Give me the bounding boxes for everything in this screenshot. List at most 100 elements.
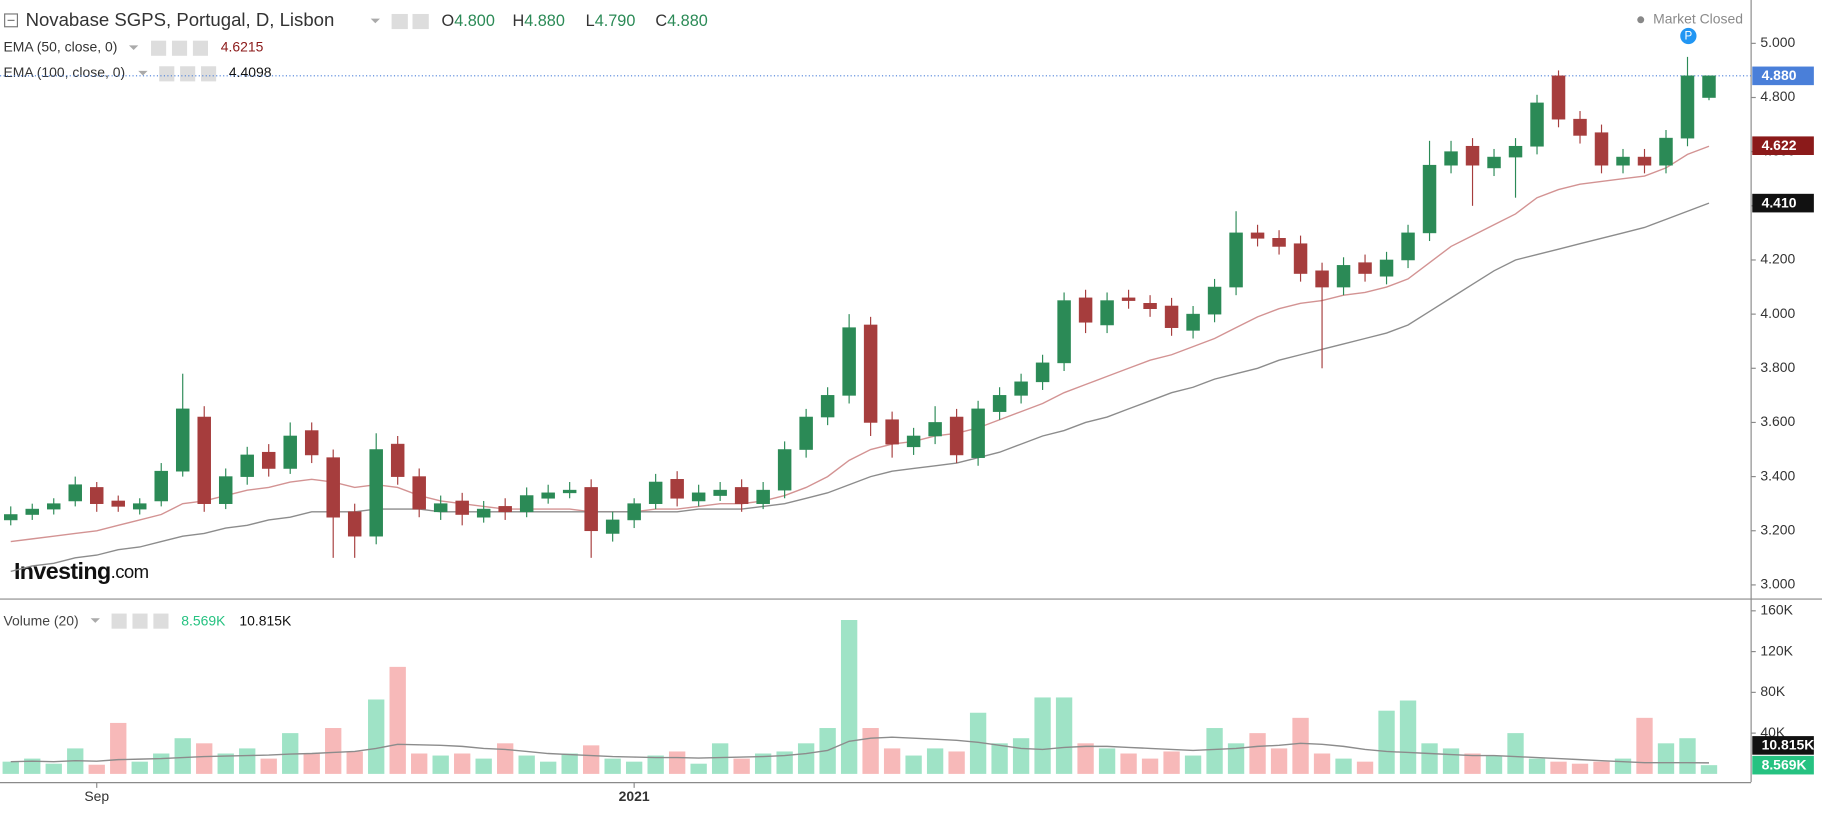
candle-body xyxy=(1379,259,1394,277)
volume-bar xyxy=(1657,743,1675,774)
candle-body xyxy=(476,508,491,518)
eye-icon[interactable] xyxy=(151,40,167,56)
volume-tick-label: 120K xyxy=(1760,642,1793,658)
remove-icon[interactable] xyxy=(201,66,217,82)
candle-body xyxy=(713,489,727,496)
candle-body xyxy=(369,449,383,537)
volume-bar xyxy=(1249,733,1266,774)
y-tick-label: 4.800 xyxy=(1760,88,1795,104)
volume-title: Volume (20) xyxy=(3,612,78,628)
candle-body xyxy=(261,451,276,469)
volume-tick-label: 80K xyxy=(1760,683,1786,699)
candle-body xyxy=(1487,156,1501,169)
candle-body xyxy=(1100,300,1114,326)
dropdown-arrow[interactable] xyxy=(138,70,148,76)
axis-badge-label: 4.880 xyxy=(1762,67,1797,83)
ohlc-key: L xyxy=(586,12,595,30)
settings-icon[interactable] xyxy=(412,13,429,30)
volume-bar xyxy=(24,758,41,774)
candle-body xyxy=(1186,313,1200,331)
volume-bar xyxy=(668,751,686,774)
eye-icon[interactable] xyxy=(391,13,408,30)
volume-bar xyxy=(1163,751,1180,774)
dropdown-arrow[interactable] xyxy=(90,618,100,623)
candle-body xyxy=(1616,156,1630,166)
settings-icon[interactable] xyxy=(132,613,148,629)
status-dot xyxy=(1637,16,1645,24)
volume-bar xyxy=(711,743,729,774)
candle-body xyxy=(906,435,921,448)
candle-body xyxy=(326,457,340,518)
eye-icon[interactable] xyxy=(159,66,175,82)
candle-body xyxy=(1121,297,1136,301)
ohlc-value: 4.800 xyxy=(454,12,495,30)
candle-body xyxy=(1207,286,1222,315)
volume-bar xyxy=(1593,761,1610,774)
remove-icon[interactable] xyxy=(153,613,169,629)
volume-bar xyxy=(1399,700,1417,774)
dropdown-arrow[interactable] xyxy=(370,18,380,24)
candle-body xyxy=(1229,232,1243,288)
candle-body xyxy=(433,503,448,513)
ema-line xyxy=(10,145,1710,543)
volume-bar xyxy=(1528,758,1546,774)
volume-bar xyxy=(1571,763,1589,774)
candle-body xyxy=(197,416,211,504)
remove-icon[interactable] xyxy=(192,40,208,56)
dropdown-arrow[interactable] xyxy=(128,45,139,50)
candle-body xyxy=(820,395,835,418)
candle-body xyxy=(1573,118,1587,136)
volume-bar xyxy=(1184,755,1202,774)
candle-body xyxy=(1164,305,1179,328)
candle-body xyxy=(1272,238,1286,247)
volume-bar xyxy=(625,761,643,774)
volume-bar xyxy=(260,758,277,774)
axis-badge xyxy=(1752,193,1814,213)
candle-body xyxy=(863,324,878,423)
candle-body xyxy=(1057,300,1071,364)
series-value: 4.4098 xyxy=(229,64,272,80)
marker-badge[interactable] xyxy=(1680,27,1697,45)
volume-bar xyxy=(303,753,320,774)
x-tick-label: 2021 xyxy=(619,788,650,804)
volume-bar xyxy=(1313,753,1331,774)
candle-body xyxy=(4,514,18,521)
volume-bar xyxy=(754,753,772,774)
volume-bar xyxy=(883,748,901,774)
candle-body xyxy=(519,495,534,513)
candle-body xyxy=(885,419,899,445)
axis-badge xyxy=(1752,755,1814,775)
candle-body xyxy=(1465,145,1480,166)
settings-icon[interactable] xyxy=(180,66,196,82)
candle-body xyxy=(1401,232,1415,261)
volume-bar xyxy=(153,753,170,774)
collapse-icon[interactable] xyxy=(4,13,19,28)
candle-body xyxy=(1530,102,1544,147)
ohlc-value: 4.880 xyxy=(524,12,565,30)
candle-body xyxy=(89,487,104,504)
candle-body xyxy=(111,500,125,507)
x-tick-label: Sep xyxy=(84,788,109,804)
volume-bar xyxy=(905,755,922,774)
candle-body xyxy=(1358,262,1372,274)
volume-bar xyxy=(432,755,449,774)
volume-bar xyxy=(539,761,557,774)
candle-body xyxy=(992,395,1007,412)
volume-bar xyxy=(1679,738,1696,774)
volume-bar xyxy=(475,758,492,774)
volume-bar xyxy=(196,743,213,774)
volume-bar xyxy=(561,753,578,774)
axis-badge xyxy=(1752,736,1814,755)
candle-body xyxy=(691,492,706,502)
settings-icon[interactable] xyxy=(171,40,188,56)
volume-bar xyxy=(797,743,815,774)
ohlc-value: 4.790 xyxy=(595,12,636,30)
volume-ma-line xyxy=(10,736,1710,764)
axis-badge-label: 4.622 xyxy=(1762,137,1797,153)
candle-body xyxy=(412,476,426,510)
candle-body xyxy=(799,416,813,450)
eye-icon[interactable] xyxy=(111,613,127,629)
volume-bar xyxy=(1034,697,1051,774)
volume-bar xyxy=(1442,748,1460,774)
